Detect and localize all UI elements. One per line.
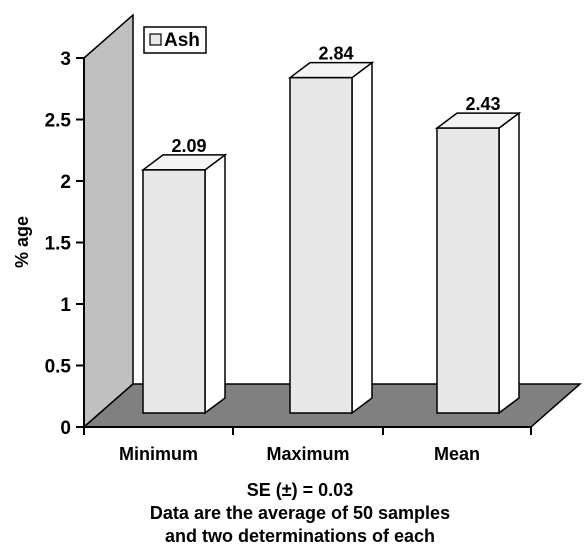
y-tick-label: 0 bbox=[60, 418, 71, 439]
y-tick-label: 1 bbox=[60, 295, 71, 316]
x-category-label: Maximum bbox=[266, 444, 349, 464]
bar bbox=[434, 111, 522, 415]
bar-front-face bbox=[142, 169, 206, 414]
x-category-label: Minimum bbox=[119, 444, 198, 464]
bar-front-face bbox=[289, 76, 353, 414]
data-label: 2.84 bbox=[318, 44, 353, 64]
standard-error-note: SE (±) = 0.03 bbox=[247, 480, 353, 500]
y-tick-label: 2.5 bbox=[45, 111, 72, 132]
data-labels: 2.09 2.84 2.43 bbox=[171, 44, 500, 156]
bar-series bbox=[140, 61, 522, 415]
x-axis-ticks bbox=[83, 427, 532, 435]
y-tick-label: 3 bbox=[60, 49, 71, 70]
bar bbox=[287, 61, 375, 415]
y-axis-ticks: 0 0.5 1 1.5 2 2.5 3 bbox=[45, 49, 84, 439]
y-tick-label: 2 bbox=[60, 172, 71, 193]
data-label: 2.09 bbox=[171, 136, 206, 156]
legend-swatch bbox=[149, 33, 162, 46]
bar-side-face bbox=[204, 153, 226, 415]
y-tick-label: 0.5 bbox=[45, 357, 72, 378]
data-label: 2.43 bbox=[465, 94, 500, 114]
data-note-line-2: and two determinations of each bbox=[165, 526, 435, 546]
y-tick-label: 1.5 bbox=[45, 234, 72, 255]
x-category-label: Mean bbox=[434, 444, 480, 464]
bar-front-face bbox=[436, 127, 500, 414]
bar bbox=[140, 153, 228, 415]
y-axis-title: % age bbox=[12, 216, 32, 268]
chart-back-wall bbox=[83, 13, 134, 429]
category-labels: Minimum Maximum Mean bbox=[119, 444, 480, 464]
bar-side-face bbox=[498, 111, 520, 415]
legend: Ash bbox=[143, 26, 207, 54]
data-note-line-1: Data are the average of 50 samples bbox=[150, 503, 450, 523]
legend-label: Ash bbox=[164, 30, 200, 51]
bar-side-face bbox=[351, 61, 373, 415]
